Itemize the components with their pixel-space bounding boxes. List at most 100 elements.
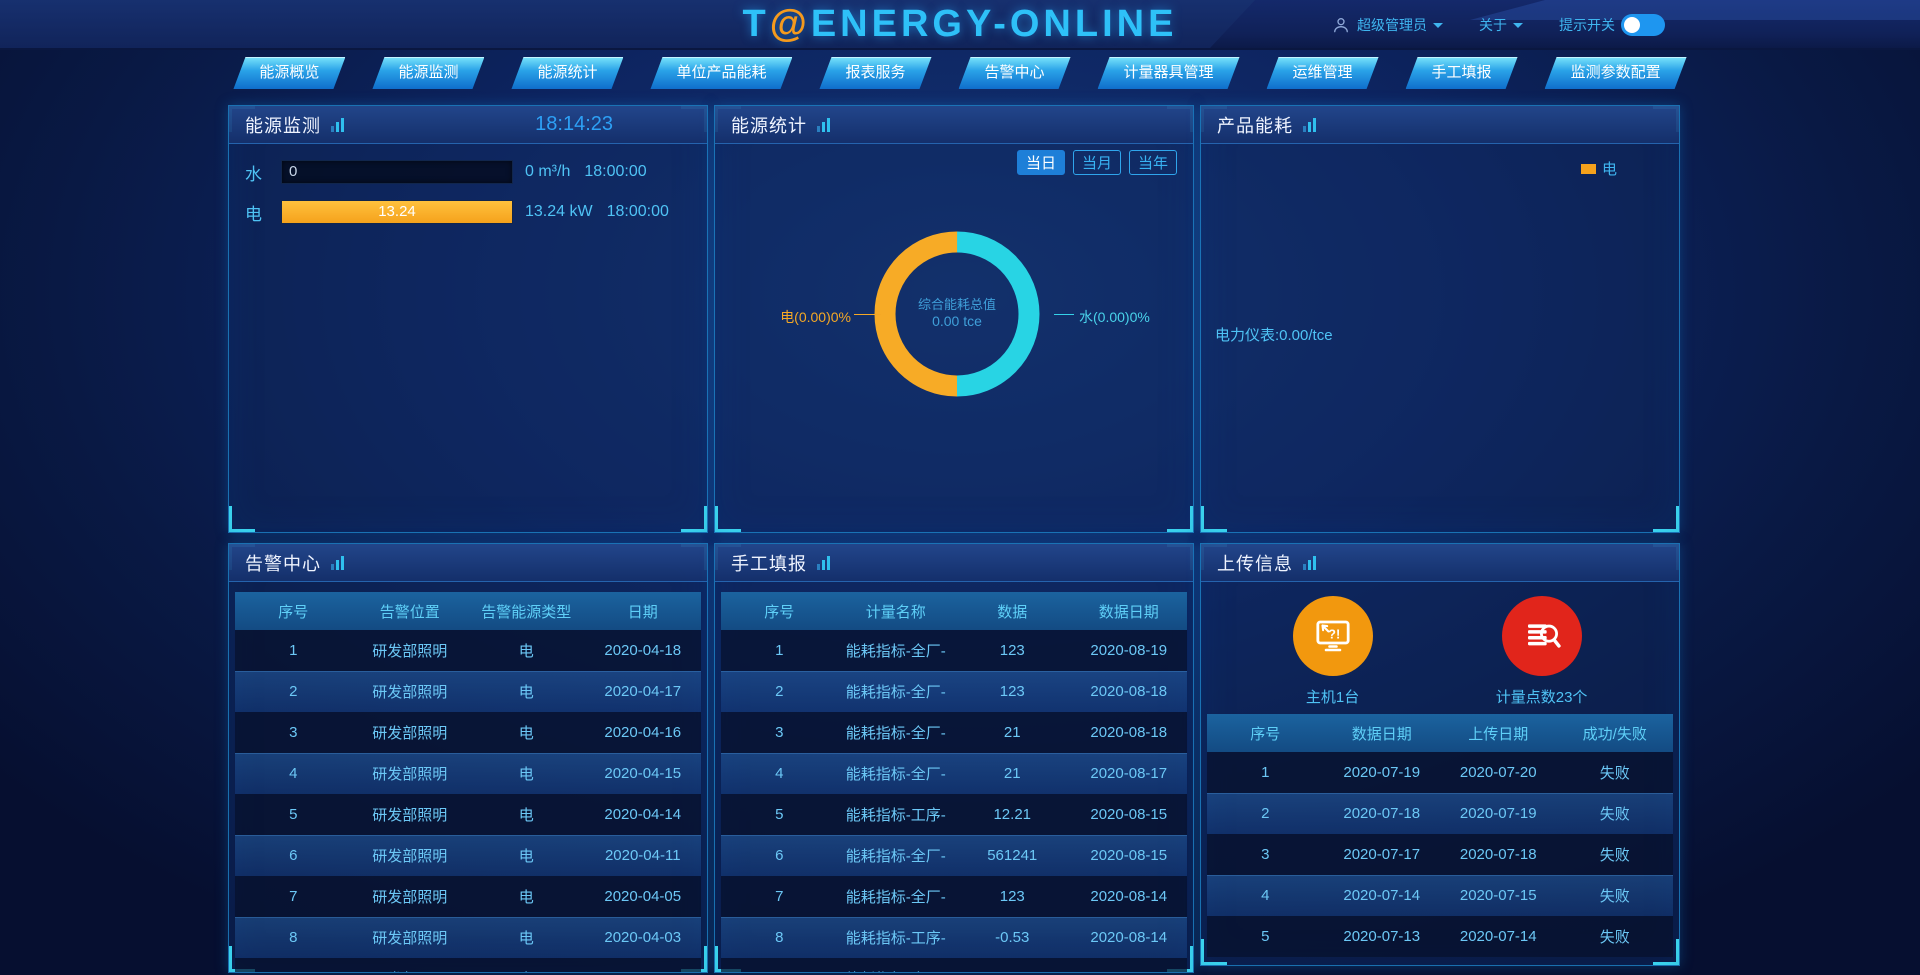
- meter-list: 水 0 0 m³/h 18:00:00 电 13.24 13.24 kW 18:…: [229, 144, 707, 228]
- nav-tab[interactable]: 能源监测: [372, 57, 484, 89]
- table-cell: 电: [518, 725, 534, 742]
- table-cell: 能耗指标-全厂-: [845, 643, 946, 660]
- table-row[interactable]: 2 能耗指标-全厂- 123 2020-08-18: [721, 671, 1187, 712]
- meter-time: 18:00:00: [606, 203, 669, 220]
- table-row[interactable]: 1 能耗指标-全厂- 123 2020-08-19: [721, 630, 1187, 671]
- table-row[interactable]: 2 研发部照明 电 2020-04-17: [235, 671, 701, 712]
- table-cell: 2020-07-17: [1343, 846, 1421, 863]
- clock-display: 18:14:23: [535, 113, 613, 135]
- tip-switch-toggle[interactable]: [1621, 14, 1665, 36]
- donut-label-water: 水(0.00)0%: [1079, 309, 1150, 325]
- table-cell: 能耗指标-工序-: [845, 807, 946, 824]
- table-cell: 2020-07-19: [1343, 764, 1421, 781]
- column-header: 序号: [278, 603, 309, 621]
- table-cell: 电: [518, 684, 534, 701]
- table-cell: 2020-04-15: [604, 765, 682, 782]
- table-row[interactable]: 6 研发部照明 电 2020-04-11: [235, 835, 701, 876]
- donut-center-title: 综合能耗总值: [917, 297, 996, 312]
- monitor-alert-icon: ?!: [1316, 620, 1350, 652]
- panel-energy-monitor: 能源监测 18:14:23 水 0 0 m³/h 18:00:00 电 13.2…: [228, 105, 708, 533]
- table-header-row: 序号 计量名称 数据 数据日期: [721, 592, 1187, 630]
- table-cell: 2020-04-16: [604, 724, 682, 741]
- user-icon: [1334, 18, 1348, 33]
- table-cell: 2020-04-05: [604, 888, 682, 905]
- host-stat-label: 主机1台: [1305, 689, 1360, 706]
- table-row[interactable]: 7 研发部照明 电 2020-04-05: [235, 876, 701, 917]
- tab-year[interactable]: 当年: [1128, 150, 1177, 175]
- table-cell: 7: [775, 888, 784, 905]
- table-cell: 123: [999, 683, 1025, 700]
- table-row[interactable]: 9能耗指标-全厂-562020-08-13: [721, 958, 1187, 972]
- table-body: 1 研发部照明电 2020-04-18 2 研发部照明电 2020-04-17 3 研发部照明…: [235, 630, 702, 972]
- meter-label: 电: [245, 204, 262, 224]
- table-cell: 电: [518, 930, 534, 947]
- meter-time: 18:00:00: [584, 163, 647, 180]
- table-row[interactable]: 2 2020-07-18 2020-07-19 失败: [1207, 793, 1673, 834]
- table-row[interactable]: 5 能耗指标-工序- 12.21 2020-08-15: [721, 794, 1187, 835]
- header-controls: 超级管理员 关于 提示开关: [1331, 0, 1665, 48]
- nav-tab[interactable]: 能源统计: [511, 57, 623, 89]
- column-header: 数据: [997, 603, 1028, 621]
- panel-title: 产品能耗: [1217, 115, 1293, 136]
- table-cell: 8: [289, 929, 298, 946]
- tab-month[interactable]: 当月: [1072, 150, 1121, 175]
- column-header: 日期: [627, 603, 658, 621]
- table-row[interactable]: 1 2020-07-19 2020-07-20 失败: [1207, 752, 1673, 793]
- panel-title: 上传信息: [1217, 553, 1293, 574]
- table-cell: 2020-07-13: [1343, 928, 1421, 945]
- nav-tab[interactable]: 告警中心: [959, 57, 1071, 89]
- table-cell: 2020-07-14: [1459, 928, 1537, 945]
- header-wedge-decoration: [1470, 0, 1920, 20]
- table-cell: 2020-08-14: [1090, 929, 1168, 946]
- table-row[interactable]: 8 能耗指标-工序- -0.53 2020-08-14: [721, 917, 1187, 958]
- table-cell: 2020-07-19: [1459, 805, 1537, 822]
- nav-tab[interactable]: 运维管理: [1267, 57, 1379, 89]
- table-cell: 123: [999, 888, 1025, 905]
- power-bar-track: 13.24: [281, 200, 513, 224]
- table-row[interactable]: 5 2020-07-13 2020-07-14 失败: [1207, 916, 1673, 957]
- table-cell: 561241: [987, 847, 1038, 864]
- table-row[interactable]: 4 研发部照明 电 2020-04-15: [235, 753, 701, 794]
- table-row[interactable]: 5 研发部照明 电 2020-04-14: [235, 794, 701, 835]
- signal-bars-icon: [331, 117, 344, 132]
- panel-title: 能源统计: [731, 115, 807, 136]
- table-row[interactable]: 4 能耗指标-全厂- 21 2020-08-17: [721, 753, 1187, 794]
- app-logo: T@ENERGY-ONLINE: [743, 3, 1178, 46]
- nav-tab[interactable]: 报表服务: [819, 57, 931, 89]
- table-cell: 2020-04-02: [585, 970, 702, 972]
- logo-part-rest: ENERGY-ONLINE: [810, 3, 1178, 45]
- table-row[interactable]: 6 能耗指标-全厂- 561241 2020-08-15: [721, 835, 1187, 876]
- tab-day[interactable]: 当日: [1016, 150, 1065, 175]
- panel-header: 能源监测 18:14:23: [229, 106, 707, 144]
- table-cell: 2020-08-15: [1090, 806, 1168, 823]
- meter-label: 水: [245, 164, 262, 184]
- nav-tab[interactable]: 计量器具管理: [1098, 57, 1240, 89]
- table-row[interactable]: 3 2020-07-17 2020-07-18 失败: [1207, 834, 1673, 875]
- table-cell: -0.53: [995, 929, 1030, 946]
- power-bar-value: 13.24: [378, 203, 416, 220]
- table-row[interactable]: 7 能耗指标-全厂- 123 2020-08-14: [721, 876, 1187, 917]
- about-menu[interactable]: 关于: [1479, 15, 1523, 35]
- table-row[interactable]: 4 2020-07-14 2020-07-15 失败: [1207, 875, 1673, 916]
- table-row[interactable]: 8 研发部照明 电 2020-04-03: [235, 917, 701, 958]
- meter-row-power: 电 13.24 13.24 kW 18:00:00: [245, 196, 691, 228]
- table-cell: 电: [518, 848, 534, 865]
- chevron-down-icon: [1433, 22, 1443, 33]
- user-menu[interactable]: 超级管理员: [1331, 15, 1443, 35]
- table-row[interactable]: 3 研发部照明 电 2020-04-16: [235, 712, 701, 753]
- nav-tab[interactable]: 手工填报: [1406, 57, 1518, 89]
- column-header: 上传日期: [1468, 725, 1529, 743]
- table-cell: 5: [775, 806, 784, 823]
- logo-at-icon: @: [769, 3, 811, 45]
- table-body: 1 2020-07-19 2020-07-20 失败 2 2020-07-18 2020-0…: [1207, 752, 1673, 957]
- nav-tab[interactable]: 能源概览: [233, 57, 345, 89]
- table-cell: 2020-07-18: [1343, 805, 1421, 822]
- table-cell: 研发部照明: [352, 968, 469, 972]
- table-cell: 7: [289, 888, 298, 905]
- table-row[interactable]: 1 研发部照明 电 2020-04-18: [235, 630, 701, 671]
- nav-tab[interactable]: 单位产品能耗: [650, 57, 792, 89]
- table-row[interactable]: 9研发部照明电2020-04-02: [235, 958, 702, 972]
- table-cell: 电: [518, 766, 534, 783]
- nav-tab[interactable]: 监测参数配置: [1545, 57, 1687, 89]
- table-row[interactable]: 3 能耗指标-全厂- 21 2020-08-18: [721, 712, 1187, 753]
